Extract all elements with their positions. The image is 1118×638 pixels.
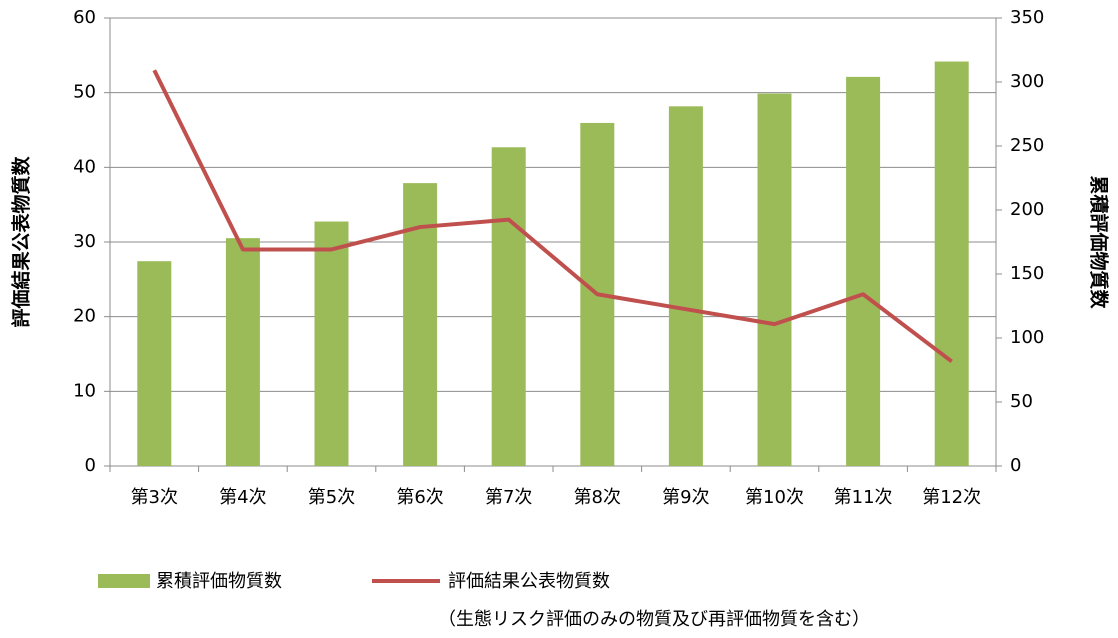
y2-tick-label: 350	[1010, 7, 1044, 28]
y-tick-label: 20	[73, 306, 96, 327]
x-tick-label: 第5次	[308, 487, 355, 508]
bar	[757, 93, 792, 467]
bar	[491, 147, 526, 466]
x-tick-label: 第8次	[574, 487, 621, 508]
y-axis-label: 評価結果公表物質数	[10, 156, 33, 328]
y2-tick-label: 150	[1010, 263, 1044, 284]
x-tick-label: 第3次	[131, 487, 178, 508]
y2-axis-label: 累積評価物質数	[1088, 175, 1111, 309]
y2-tick-label: 250	[1010, 135, 1044, 156]
legend-label: 評価結果公表物質数	[448, 571, 610, 592]
bar	[846, 76, 881, 466]
y2-tick-label: 300	[1010, 71, 1044, 92]
x-tick-label: 第7次	[485, 487, 532, 508]
legend-swatch	[98, 574, 150, 588]
y-tick-label: 0	[85, 455, 96, 476]
y2-tick-label: 200	[1010, 199, 1044, 220]
x-tick-label: 第12次	[922, 487, 981, 508]
y-tick-label: 50	[73, 82, 96, 103]
y-tick-label: 30	[73, 231, 96, 252]
bar	[668, 106, 703, 466]
x-tick-label: 第10次	[745, 487, 804, 508]
bar	[934, 61, 969, 467]
bar	[314, 221, 349, 466]
bar	[137, 261, 172, 466]
x-tick-label: 第11次	[834, 487, 893, 508]
x-tick-label: 第6次	[396, 487, 443, 508]
x-tick-label: 第9次	[662, 487, 709, 508]
bar	[225, 238, 260, 466]
legend-label: 累積評価物質数	[156, 571, 282, 592]
y-tick-label: 40	[73, 156, 96, 177]
y2-tick-label: 50	[1010, 391, 1033, 412]
y-tick-label: 10	[73, 380, 96, 401]
y2-tick-label: 100	[1010, 327, 1044, 348]
line	[152, 69, 953, 364]
x-tick-label: 第4次	[219, 487, 266, 508]
y2-tick-label: 0	[1010, 455, 1021, 476]
legend-note: （生態リスク評価のみの物質及び再評価物質を含む）	[438, 609, 870, 630]
y-tick-label: 60	[73, 7, 96, 28]
